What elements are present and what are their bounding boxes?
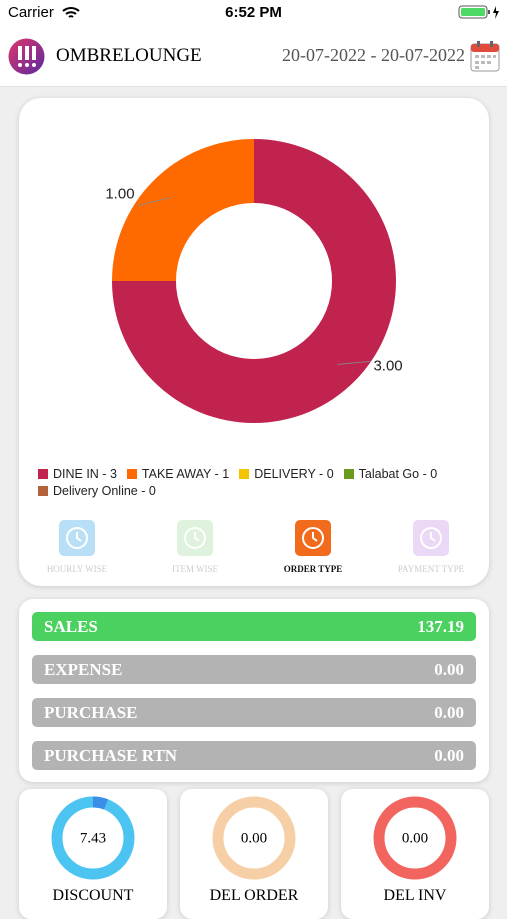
app-header: OMBRELOUNGE 20-07-2022 - 20-07-2022 — [0, 25, 507, 87]
tab-icon — [177, 520, 213, 556]
donut-hole — [192, 219, 316, 343]
donut-segment — [112, 139, 396, 423]
tab-label: ORDER TYPE — [283, 564, 343, 574]
tab[interactable]: ITEM WISE — [140, 520, 250, 574]
tab[interactable]: PAYMENT TYPE — [376, 520, 486, 574]
wifi-icon — [62, 7, 80, 18]
summary-value: 0.00 — [434, 659, 464, 679]
legend-label: DELIVERY - 0 — [254, 466, 334, 481]
legend-item: DELIVERY - 0 — [239, 466, 334, 481]
summary-row: SALES 137.19 — [32, 612, 476, 641]
calendar-icon[interactable] — [470, 40, 500, 72]
summary-label: PURCHASE — [44, 702, 138, 722]
legend-swatch — [38, 468, 48, 479]
legend: DINE IN - 3 TAKE AWAY - 1 DELIVERY - 0 Tala… — [38, 466, 468, 498]
summary-label: EXPENSE — [44, 659, 123, 679]
clock: 6:52 PM — [225, 4, 282, 21]
gauge-ring — [212, 796, 296, 880]
value-label: 1.00 — [105, 186, 134, 203]
summary-value: 0.00 — [434, 745, 464, 765]
legend-label: TAKE AWAY - 1 — [141, 466, 230, 481]
status-bar: Carrier 6:52 PM — [0, 0, 507, 25]
legend-label: DINE IN - 3 — [53, 466, 117, 481]
tab-label: ITEM WISE — [171, 564, 219, 574]
leader-line — [137, 197, 171, 207]
tab-glyph — [66, 527, 88, 549]
legend-label: Talabat Go - 0 — [358, 466, 438, 481]
summary-label: SALES — [44, 616, 98, 636]
date-range[interactable]: 20-07-2022 - 20-07-2022 — [282, 45, 465, 65]
legend-item: DINE IN - 3 — [38, 466, 117, 481]
gauge-accent — [92, 796, 108, 810]
donut-chart: 3.00 1.00 — [105, 139, 403, 423]
gauge: 7.43 — [51, 796, 135, 880]
gauge-card: 7.43 DISCOUNT — [19, 789, 167, 919]
tab-icon — [295, 520, 331, 556]
app-title: OMBRELOUNGE — [56, 45, 202, 66]
gauge: 0.00 — [212, 796, 296, 880]
tab-label: PAYMENT TYPE — [397, 564, 465, 574]
gauge-label: DISCOUNT — [52, 887, 134, 904]
summary-value: 137.19 — [417, 616, 464, 636]
gauge-value: 0.00 — [402, 830, 428, 846]
summary-row: PURCHASE 0.00 — [32, 698, 476, 727]
summary-value: 0.00 — [434, 702, 464, 722]
legend-swatch — [126, 468, 137, 479]
legend-label: Delivery Online - 0 — [53, 483, 156, 498]
value-label: 3.00 — [373, 357, 402, 374]
gauge-label: DEL INV — [383, 887, 447, 904]
summary-row: EXPENSE 0.00 — [32, 655, 476, 684]
gauge-value: 0.00 — [241, 830, 267, 846]
leader-line — [337, 360, 371, 365]
tab[interactable]: ORDER TYPE — [258, 520, 368, 574]
legend-item: Delivery Online - 0 — [38, 483, 156, 498]
gauge-label: DEL ORDER — [209, 887, 299, 904]
summary-label: PURCHASE RTN — [44, 745, 178, 765]
summary-row: PURCHASE RTN 0.00 — [32, 741, 476, 770]
logo — [8, 38, 45, 75]
gauge-card: 0.00 DEL INV — [341, 789, 489, 919]
tab-icon — [59, 520, 95, 556]
battery-icon — [458, 5, 499, 19]
gauge-value: 7.43 — [80, 830, 106, 846]
legend-swatch — [38, 485, 48, 496]
legend-item: TAKE AWAY - 1 — [126, 466, 230, 481]
donut-segment — [112, 139, 254, 281]
tab-glyph — [302, 527, 324, 549]
gauge-ring — [373, 796, 457, 880]
legend-swatch — [239, 468, 250, 479]
tab-label: HOURLY WISE — [46, 564, 108, 574]
legend-swatch — [343, 468, 354, 479]
tab-icon — [413, 520, 449, 556]
tab-bar: HOURLY WISE ITEM WISE ORDER TYPE PAYMENT TY… — [22, 520, 486, 574]
tab-glyph — [184, 527, 206, 549]
tab-glyph — [420, 527, 442, 549]
gauge: 0.00 — [373, 796, 457, 880]
tab[interactable]: HOURLY WISE — [22, 520, 132, 574]
legend-item: Talabat Go - 0 — [343, 466, 438, 481]
carrier: Carrier — [8, 4, 54, 21]
